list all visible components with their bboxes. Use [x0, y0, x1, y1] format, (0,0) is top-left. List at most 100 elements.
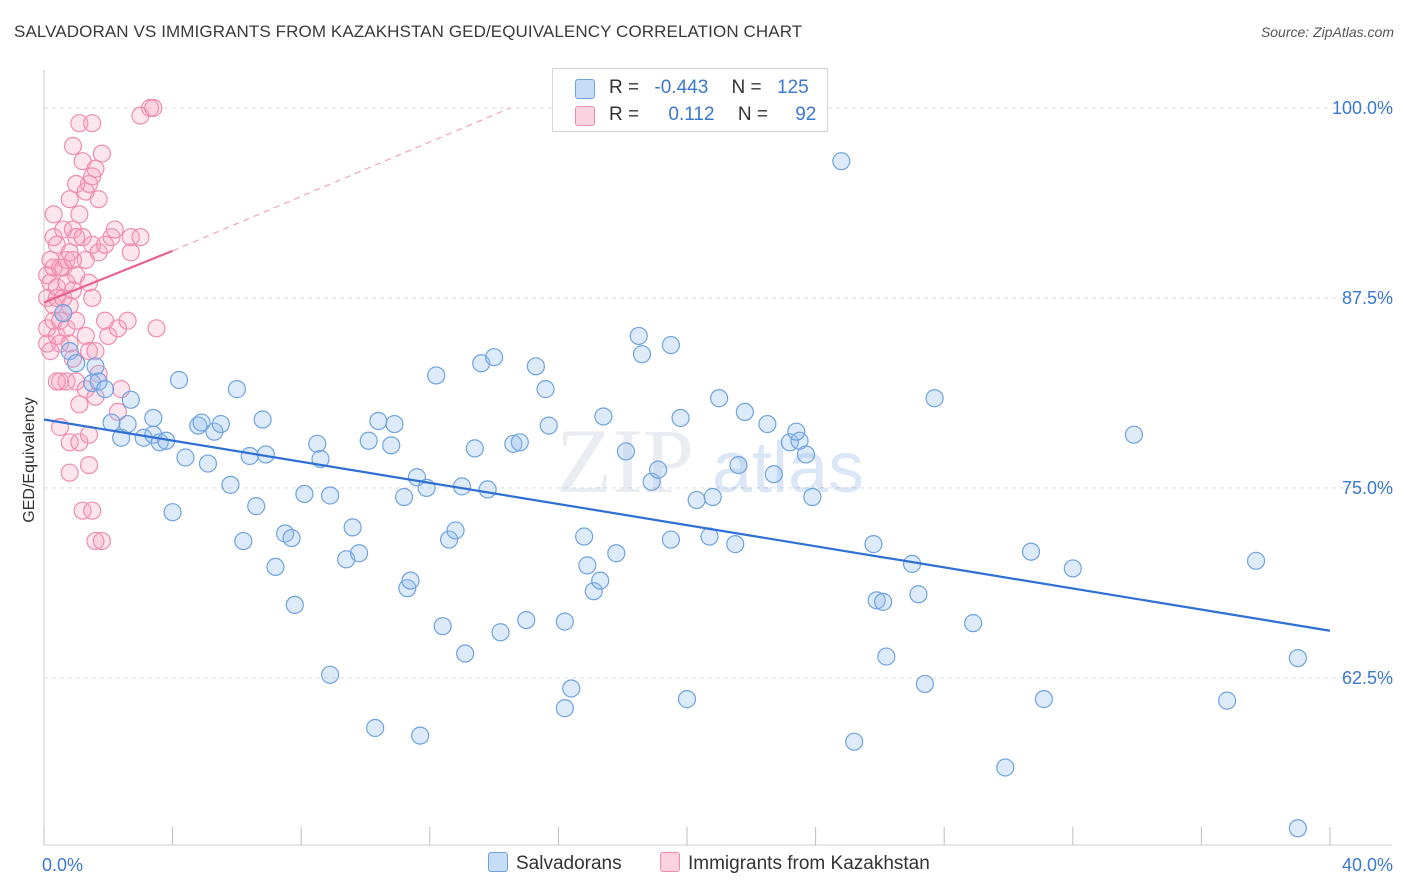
data-point-salvadoran [1124, 425, 1143, 444]
data-point-kazakhstan [89, 190, 108, 209]
data-point-salvadoran [253, 410, 272, 429]
data-point-kazakhstan [79, 342, 99, 361]
correlation-legend: R = -0.443 N = 125 R = 0.112 N = 92 [552, 68, 828, 132]
data-point-kazakhstan [79, 455, 99, 475]
data-point-salvadoran [54, 304, 73, 323]
data-point-salvadoran [321, 486, 340, 505]
data-point-salvadoran [648, 460, 668, 479]
data-point-kazakhstan [131, 228, 150, 247]
data-point-salvadoran [456, 644, 475, 663]
data-point-kazakhstan [60, 334, 79, 353]
data-point-salvadoran [485, 348, 504, 367]
x-tick-label: 40.0% [1342, 855, 1393, 875]
data-point-salvadoran [369, 411, 388, 431]
data-point-salvadoran [189, 416, 208, 435]
data-point-salvadoran [359, 431, 378, 450]
legend-n-label: N = [737, 104, 768, 125]
data-point-kazakhstan [86, 531, 105, 551]
trend-extension-kazakhstan [172, 107, 511, 252]
data-point-salvadoran [1218, 691, 1237, 710]
data-point-kazakhstan [57, 319, 76, 338]
data-point-salvadoran [996, 758, 1015, 777]
y-tick-label: 62.5% [1342, 668, 1393, 688]
data-point-salvadoran [121, 390, 140, 409]
data-point-salvadoran [446, 521, 465, 540]
data-point-salvadoran [102, 413, 121, 432]
data-point-kazakhstan [83, 501, 102, 520]
data-point-kazakhstan [70, 205, 89, 224]
data-point-kazakhstan [86, 342, 105, 361]
data-point-salvadoran [221, 475, 240, 494]
data-point-salvadoran [536, 380, 555, 399]
data-point-kazakhstan [67, 372, 86, 391]
data-point-salvadoran [89, 372, 108, 391]
data-point-salvadoran [632, 345, 652, 364]
data-point-salvadoran [394, 487, 414, 507]
data-point-salvadoran [144, 408, 163, 428]
data-point-salvadoran [555, 612, 574, 631]
data-point-salvadoran [1246, 551, 1266, 570]
data-point-salvadoran [205, 422, 224, 441]
data-point-kazakhstan [147, 319, 166, 338]
legend-r-label: R = [609, 77, 640, 98]
data-point-salvadoran [295, 484, 314, 504]
data-point-salvadoran [401, 571, 420, 590]
data-point-salvadoran [874, 592, 893, 611]
data-point-kazakhstan [70, 395, 89, 414]
bottom-legend-kazakhstan: Immigrants from Kazakhstan [660, 852, 930, 875]
data-point-salvadoran [169, 370, 189, 390]
data-point-salvadoran [964, 614, 983, 633]
bottom-legend-swatch-blue [488, 852, 508, 872]
data-point-salvadoran [198, 454, 218, 473]
data-point-salvadoran [616, 442, 636, 461]
legend-n-value: 92 [795, 104, 817, 125]
data-point-salvadoran [677, 690, 697, 709]
data-point-kazakhstan [118, 311, 137, 330]
legend-swatch-pink [575, 106, 595, 126]
data-point-salvadoran [163, 503, 182, 522]
bottom-legend-swatch-pink [660, 852, 680, 872]
data-point-salvadoran [385, 414, 404, 434]
legend-r-value: 0.112 [668, 104, 715, 125]
data-point-salvadoran [1288, 648, 1307, 668]
data-point-salvadoran [1288, 819, 1307, 838]
watermark: ZIP atlas [556, 410, 864, 512]
data-point-salvadoran [832, 152, 851, 171]
data-point-salvadoran [864, 535, 883, 554]
data-point-salvadoran [433, 617, 452, 636]
data-point-kazakhstan [63, 250, 83, 270]
data-point-salvadoran [439, 530, 459, 549]
data-point-salvadoran [227, 380, 246, 399]
data-point-salvadoran [671, 408, 690, 428]
data-point-salvadoran [1063, 559, 1082, 578]
data-point-salvadoran [539, 416, 558, 435]
data-point-salvadoran [607, 544, 626, 563]
data-point-kazakhstan [47, 372, 66, 391]
data-point-kazakhstan [86, 387, 105, 406]
data-point-kazakhstan [63, 136, 83, 156]
data-point-salvadoran [661, 335, 681, 355]
data-point-salvadoran [780, 433, 799, 452]
data-point-salvadoran [787, 422, 806, 441]
data-point-salvadoran [591, 571, 610, 590]
data-point-salvadoran [504, 434, 523, 453]
legend-r-label: R = [609, 104, 640, 125]
watermark-atlas: atlas [712, 428, 864, 508]
data-point-salvadoran [578, 556, 597, 575]
series-kazakhstan-points [38, 98, 166, 551]
data-point-kazakhstan [108, 319, 128, 338]
data-point-salvadoran [915, 674, 935, 694]
data-point-salvadoran [803, 487, 822, 507]
legend-n-label: N = [731, 77, 762, 98]
data-point-salvadoran [735, 402, 754, 422]
data-point-salvadoran [555, 699, 574, 718]
data-point-kazakhstan [60, 463, 79, 482]
data-point-salvadoran [478, 480, 497, 499]
legend-swatch-blue [575, 79, 595, 99]
data-point-salvadoran [427, 366, 446, 385]
data-point-salvadoran [687, 490, 706, 510]
data-point-salvadoran [758, 414, 777, 434]
data-point-kazakhstan [108, 402, 128, 422]
legend-n-value: 125 [776, 77, 809, 98]
data-point-salvadoran [584, 582, 603, 601]
